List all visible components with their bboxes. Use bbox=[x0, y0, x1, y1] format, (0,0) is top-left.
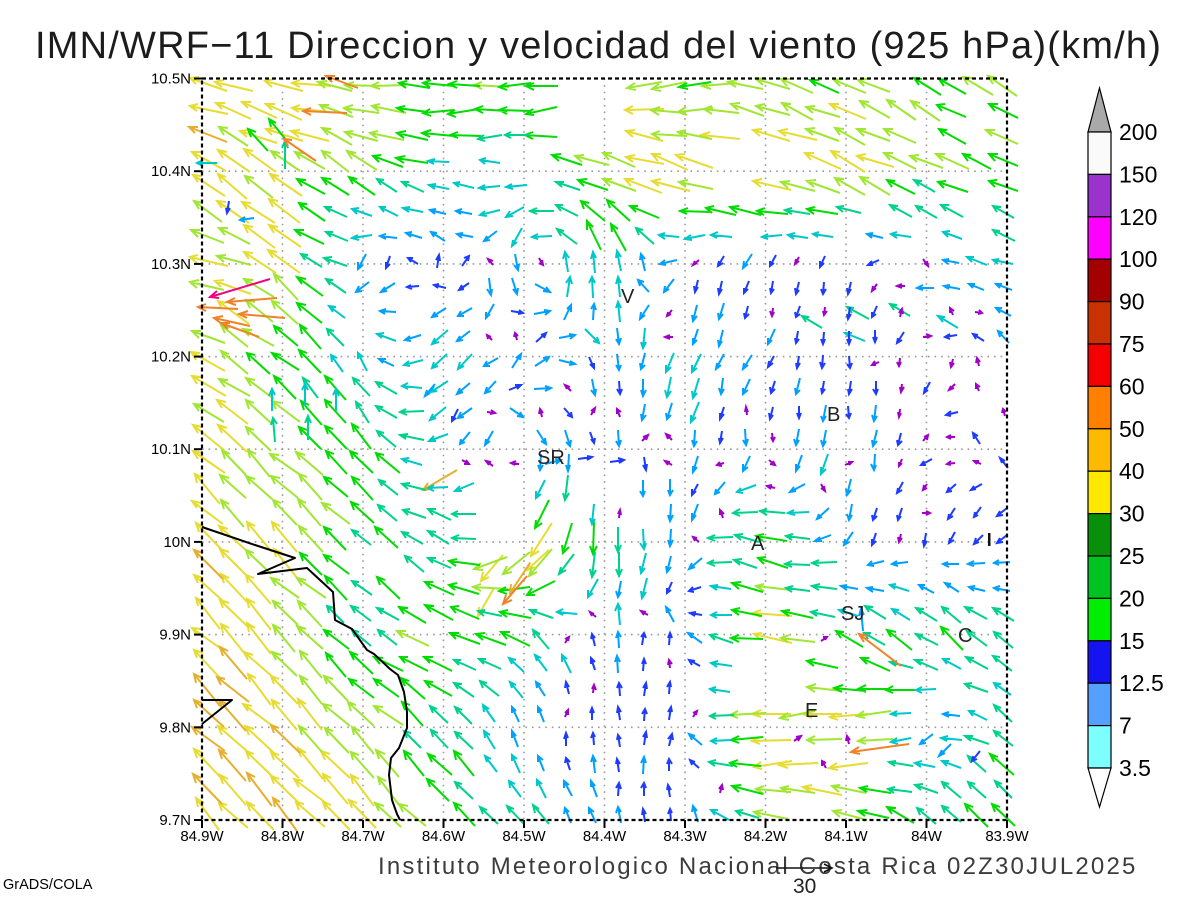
svg-text:9.9N: 9.9N bbox=[159, 627, 191, 644]
svg-text:10N: 10N bbox=[163, 534, 191, 551]
svg-text:40: 40 bbox=[1119, 458, 1145, 484]
svg-text:10.2N: 10.2N bbox=[151, 349, 191, 366]
svg-text:75: 75 bbox=[1119, 331, 1145, 357]
svg-text:10.5N: 10.5N bbox=[151, 71, 191, 88]
svg-text:84.7W: 84.7W bbox=[341, 828, 385, 845]
svg-text:120: 120 bbox=[1119, 204, 1157, 230]
svg-text:SR: SR bbox=[537, 447, 565, 469]
svg-text:83.9W: 83.9W bbox=[985, 828, 1029, 845]
svg-text:60: 60 bbox=[1119, 373, 1145, 399]
svg-text:20: 20 bbox=[1119, 585, 1145, 611]
svg-text:A: A bbox=[751, 533, 765, 555]
svg-text:84.5W: 84.5W bbox=[502, 828, 546, 845]
svg-text:100: 100 bbox=[1119, 246, 1157, 272]
svg-text:200: 200 bbox=[1119, 119, 1157, 145]
svg-text:84.1W: 84.1W bbox=[824, 828, 868, 845]
svg-text:30: 30 bbox=[1119, 501, 1145, 527]
svg-text:V: V bbox=[621, 286, 635, 308]
svg-text:12.5: 12.5 bbox=[1119, 670, 1164, 696]
svg-text:GrADS/COLA: GrADS/COLA bbox=[3, 877, 93, 893]
svg-text:50: 50 bbox=[1119, 416, 1145, 442]
svg-text:E: E bbox=[805, 700, 818, 722]
svg-text:9.8N: 9.8N bbox=[159, 719, 191, 736]
svg-text:3.5: 3.5 bbox=[1119, 755, 1151, 781]
svg-text:25: 25 bbox=[1119, 543, 1145, 569]
svg-text:84.6W: 84.6W bbox=[422, 828, 466, 845]
svg-text:IMN/WRF−11 Direccion y velocid: IMN/WRF−11 Direccion y velocidad del vie… bbox=[35, 25, 1162, 67]
svg-text:150: 150 bbox=[1119, 161, 1157, 187]
svg-text:9.7N: 9.7N bbox=[159, 812, 191, 829]
svg-text:84.9W: 84.9W bbox=[180, 828, 224, 845]
svg-text:B: B bbox=[827, 404, 840, 426]
svg-text:Instituto Meteorologico Nacion: Instituto Meteorologico Nacional Costa R… bbox=[378, 853, 1138, 880]
svg-text:84.3W: 84.3W bbox=[663, 828, 707, 845]
svg-text:15: 15 bbox=[1119, 628, 1145, 654]
svg-text:10.1N: 10.1N bbox=[151, 441, 191, 458]
svg-text:84.2W: 84.2W bbox=[744, 828, 788, 845]
svg-text:84W: 84W bbox=[911, 828, 943, 845]
svg-text:30: 30 bbox=[793, 875, 816, 898]
svg-text:10.4N: 10.4N bbox=[151, 163, 191, 180]
svg-text:SJ: SJ bbox=[841, 603, 864, 625]
svg-text:90: 90 bbox=[1119, 289, 1145, 315]
svg-text:7: 7 bbox=[1119, 713, 1132, 739]
svg-text:84.8W: 84.8W bbox=[261, 828, 305, 845]
svg-text:10.3N: 10.3N bbox=[151, 256, 191, 273]
svg-text:84.4W: 84.4W bbox=[583, 828, 627, 845]
svg-text:C: C bbox=[958, 625, 972, 647]
